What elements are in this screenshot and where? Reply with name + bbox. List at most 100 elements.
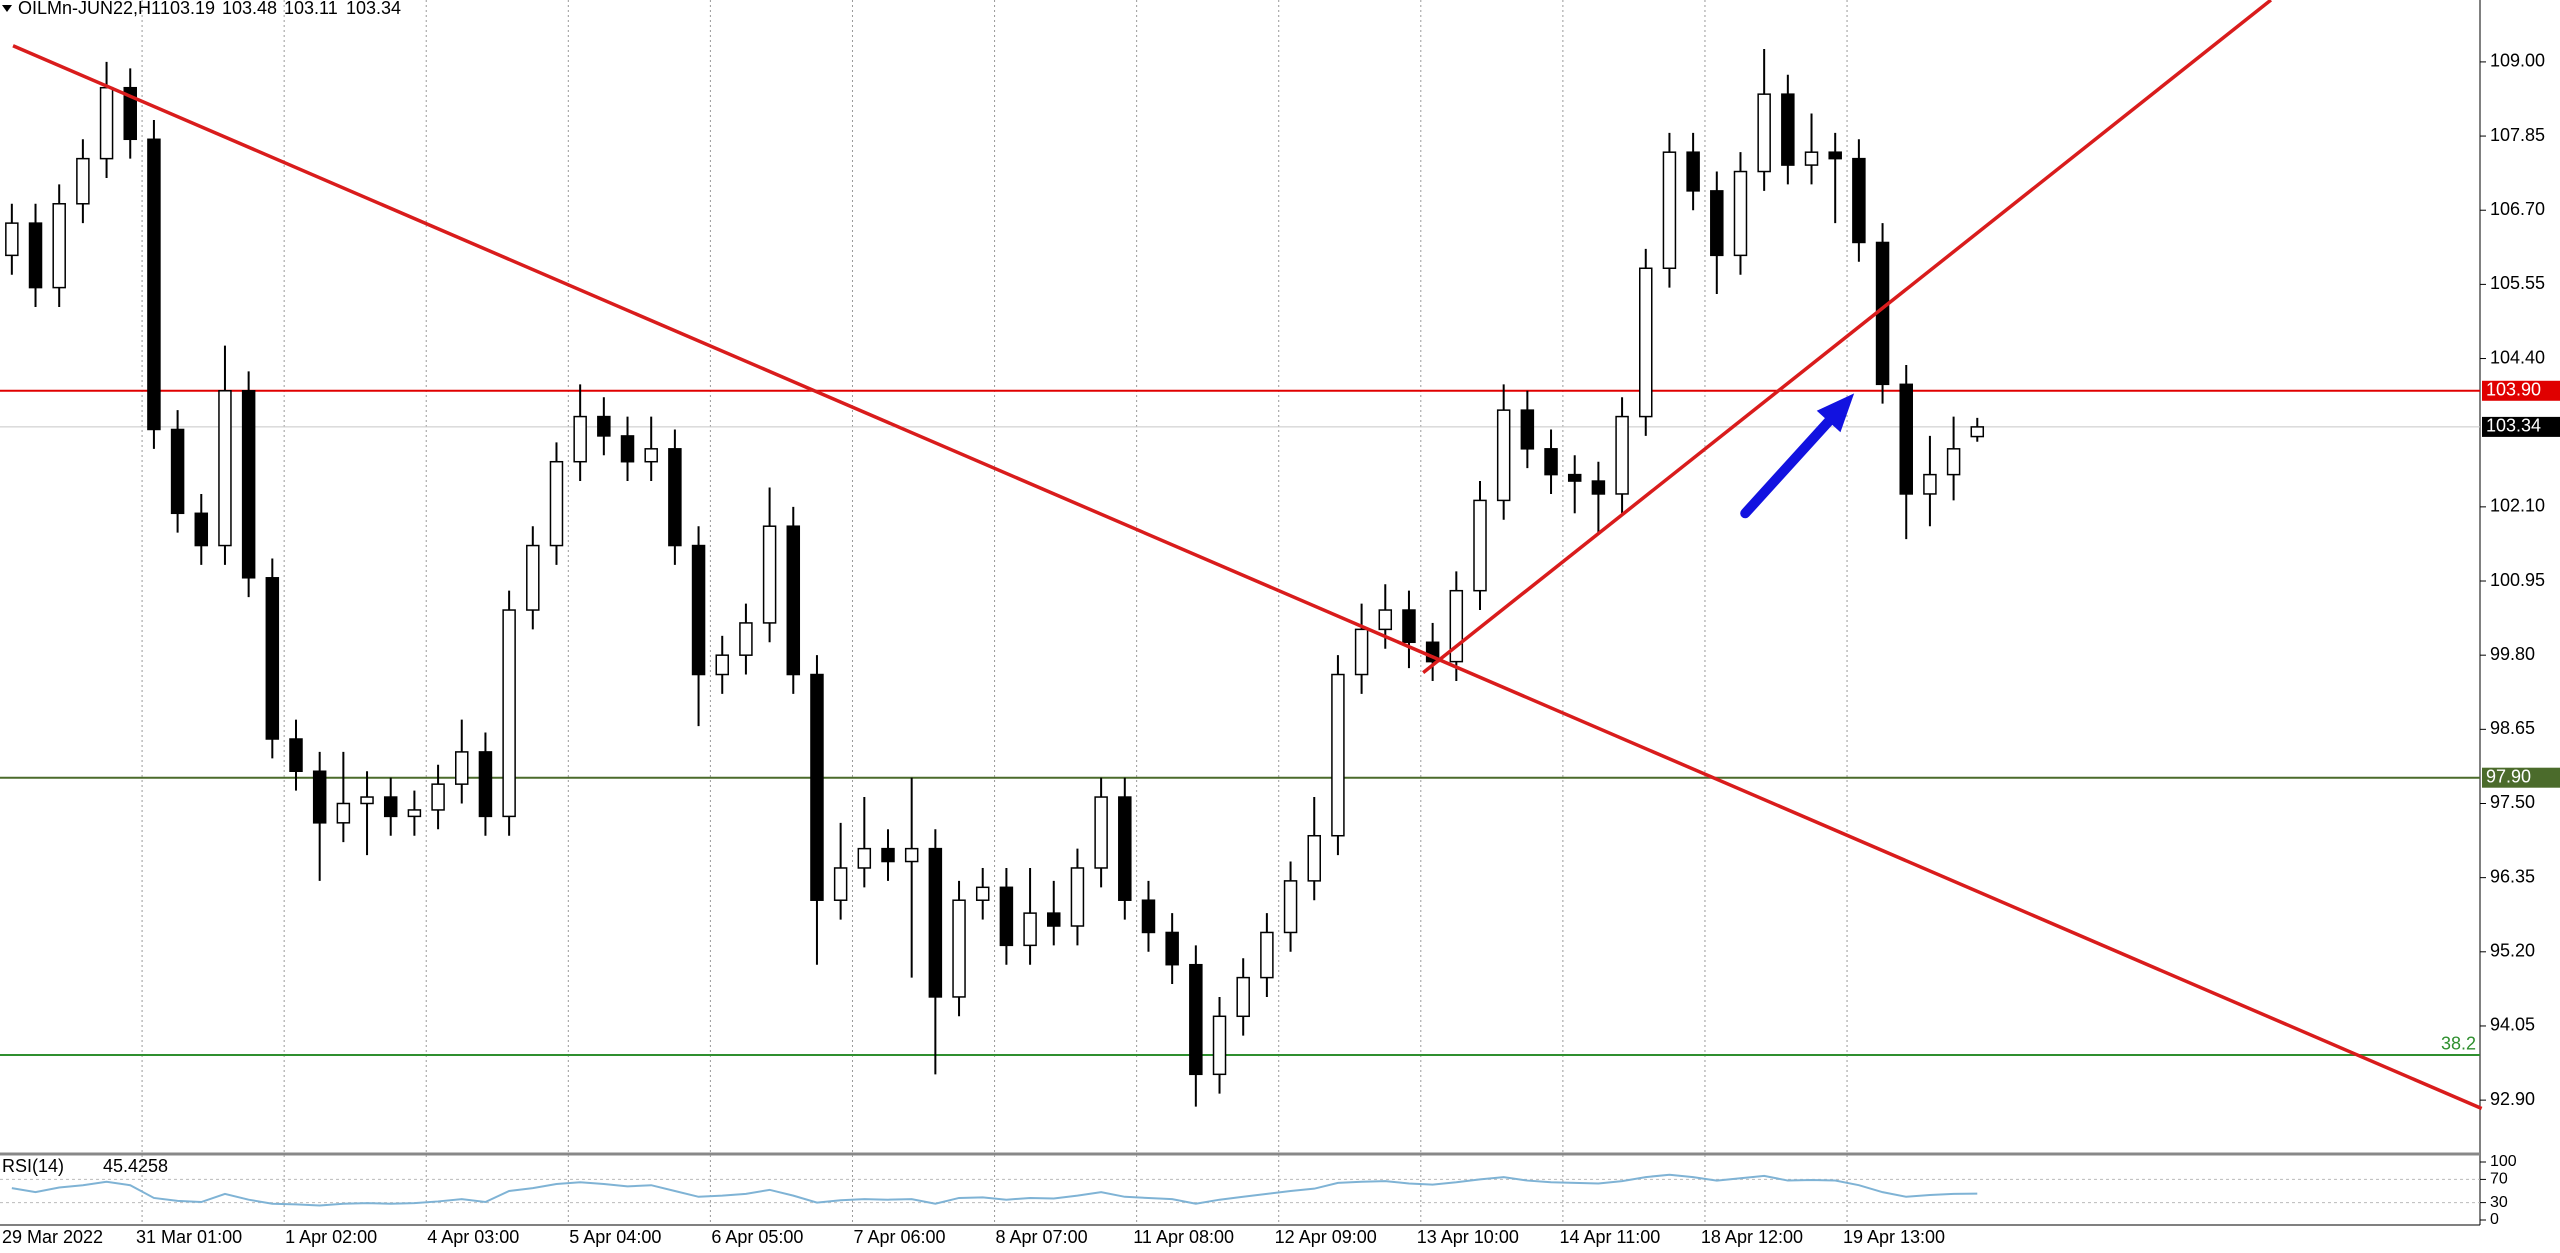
candle-body [5,222,19,257]
candle-body [1757,93,1771,173]
candle-body [1828,151,1842,160]
symbol-title: OILMn-JUN22,H1 [18,0,161,18]
y-tick-label: 109.00 [2490,51,2545,71]
x-tick-label: 19 Apr 13:00 [1843,1227,1945,1247]
candle-body [691,544,706,676]
candle-body [1118,796,1132,901]
candle-body [857,847,872,869]
candle-body [123,86,137,141]
candle-body [28,222,43,289]
y-tick-label: 100.95 [2490,570,2545,590]
candle-body [1591,480,1606,495]
rsi-tick-label: 30 [2490,1194,2508,1211]
rsi-name: RSI(14) [2,1156,64,1176]
arrow-shaft [1740,406,1843,519]
trend-line [1422,0,2272,674]
candle-body [715,654,729,676]
rsi-tick-label: 100 [2490,1153,2517,1170]
candle-body [1165,931,1179,966]
candle-body [833,867,848,901]
rsi-value: 45.4258 [103,1156,168,1176]
level-label-box [2482,380,2560,401]
candle-body [1307,834,1321,882]
candle-body [762,525,777,624]
candle-body [502,609,516,818]
candle-body [1283,880,1298,934]
y-tick-label: 106.70 [2490,199,2545,219]
candle-body [1544,448,1558,476]
candle-body [1733,170,1748,257]
candle-body [668,448,682,547]
price-label: 103.34 [2486,416,2541,436]
candle-body [455,751,469,785]
x-tick-label: 6 Apr 05:00 [711,1227,803,1247]
candle-body [1141,899,1156,934]
candle-body [1970,426,1985,438]
candle-body [904,847,919,863]
level-label: 103.90 [2486,380,2541,400]
candle-body [76,157,90,205]
candle-body [360,796,374,805]
arrow-head [1816,393,1855,433]
candle-body [1260,931,1274,979]
x-tick-label: 1 Apr 02:00 [285,1227,377,1247]
candle-body [265,577,280,740]
candle-body [597,415,611,437]
menu-triangle [2,5,12,12]
candle-body [1070,867,1085,927]
header-close: 103.34 [346,0,401,18]
candle-body [952,899,966,998]
candle-body [975,886,990,901]
y-tick-label: 94.05 [2490,1015,2535,1035]
x-tick-label: 14 Apr 11:00 [1560,1227,1661,1247]
x-tick-label: 12 Apr 09:00 [1275,1227,1377,1247]
candle-body [526,544,540,611]
y-tick-label: 95.20 [2490,941,2535,961]
candle-body [1047,912,1061,927]
rsi-tick-label: 70 [2490,1171,2508,1188]
header-open: 103.19 [160,0,215,18]
y-tick-label: 102.10 [2490,496,2545,516]
candle-body [1189,963,1203,1076]
candle-body [431,783,445,811]
candle-body [928,847,943,998]
candle-body [739,622,753,656]
x-tick-label: 13 Apr 10:00 [1417,1227,1519,1247]
x-tick-label: 18 Apr 12:00 [1701,1227,1803,1247]
candle-body [620,435,635,463]
y-tick-label: 97.50 [2490,792,2535,812]
y-tick-label: 99.80 [2490,644,2535,664]
candle-body [336,802,351,824]
candle-body [1710,190,1724,257]
candle-body [1899,383,1913,495]
candle-body [1094,796,1108,869]
candle-body [147,138,161,431]
candle-body [573,415,587,463]
candle-body [786,525,801,676]
candle-body [881,847,895,863]
candle-body [52,203,66,289]
level-label-box [2482,767,2560,788]
header-high: 103.48 [222,0,277,18]
candle-body [1567,473,1582,482]
trend-line [12,44,2483,1111]
candle-body [1496,409,1511,502]
price-label-box [2482,416,2560,437]
candle-body [810,673,824,901]
candle-body [1023,912,1037,947]
candle-body [1354,628,1369,676]
candle-body [1402,609,1416,644]
header-low: 103.11 [284,0,338,18]
y-tick-label: 92.90 [2490,1089,2535,1109]
rsi-line [11,1173,1978,1207]
candle-body [1662,151,1677,270]
candle-body [218,390,232,547]
y-tick-label: 104.40 [2490,347,2545,367]
candle-body [1473,499,1487,592]
y-tick-label: 98.65 [2490,718,2535,738]
candle-body [407,809,422,818]
candle-body [241,390,256,579]
x-tick-label: 31 Mar 01:00 [136,1227,242,1247]
candle-body [170,428,185,515]
